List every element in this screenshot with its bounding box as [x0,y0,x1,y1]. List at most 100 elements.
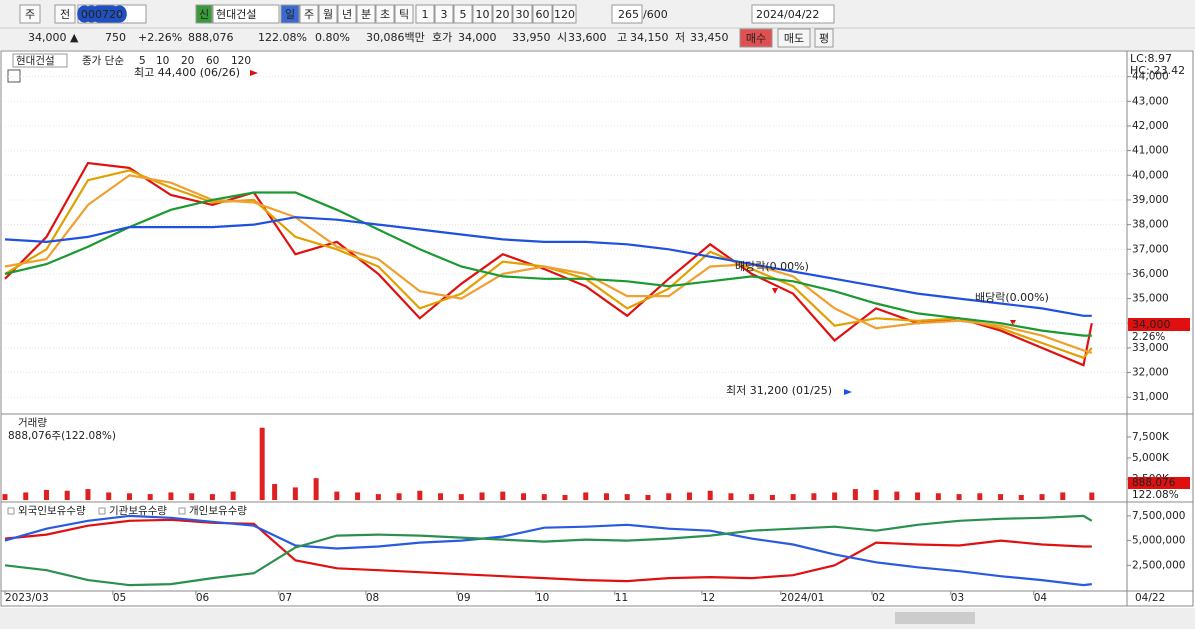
volume-bar [977,493,983,500]
volume-bar [479,492,485,500]
quote-item: 34,000 [458,31,497,44]
series-line [4,518,1092,583]
interval-button[interactable] [512,4,533,24]
interval-button-label: 60 [536,8,550,21]
volume-bar [168,492,174,500]
period-button[interactable] [356,4,376,24]
volume-bar [334,491,340,500]
volume-bar [1089,492,1095,500]
badge[interactable] [195,4,213,24]
x-tick-label: 10 [536,592,549,604]
volume-bar [852,489,858,500]
volume-bar [583,492,589,500]
legend-entry: 60 [206,55,219,67]
quote-item: 33,950 [512,31,551,44]
scrollbar[interactable] [0,608,1195,629]
volume-bar [230,491,236,500]
quote-item: 34,150 [630,31,669,44]
period-button-label: 틱 [399,8,409,21]
volume-bar [417,490,423,500]
interval-button[interactable] [492,4,513,24]
period-button[interactable] [280,4,300,24]
interval-button[interactable] [415,4,435,24]
volume-bar [562,494,568,500]
volume-bar [956,494,962,500]
interval-button-label: 120 [554,8,575,21]
volume-bar [375,494,381,500]
interval-button[interactable] [453,4,473,24]
period-button-label: 분 [361,8,371,21]
quote-item: 0.80% [315,31,350,44]
toolbar-button[interactable] [19,4,41,24]
series-line [4,191,1092,337]
y-tick-label: 5,000K [1132,452,1170,464]
scroll-thumb[interactable] [895,612,975,624]
y-tick-label: 39,000 [1132,194,1169,206]
volume-bar [23,492,29,500]
quote-item: 시 [557,31,567,44]
annotation: 최고 44,400 (06/26) [134,66,240,79]
period-button-label: 년 [342,8,352,21]
x-tick-label: 04 [1034,592,1048,604]
volume-bar [272,484,278,500]
x-tick-label: 06 [196,592,210,604]
interval-button[interactable] [472,4,493,24]
x-tick-label: 09 [457,592,470,604]
toolbar-button[interactable] [54,4,76,24]
x-tick-label: 05 [113,592,126,604]
period-button[interactable] [318,4,338,24]
interval-button[interactable] [532,4,553,24]
order-button[interactable] [814,28,834,48]
name-box [12,53,68,68]
period-button[interactable] [299,4,319,24]
y-tick-label: 37,000 [1132,243,1169,255]
volume-bar [259,427,265,500]
order-button[interactable] [777,28,811,48]
period-button-label: 일 [285,7,295,21]
volume-bar [873,489,879,500]
volume-bar [458,494,464,500]
volume-bar [769,494,775,500]
x-tick-label: 11 [615,592,628,604]
table-icon[interactable] [7,69,21,83]
volume-bar [2,494,8,500]
y-tick-label: 31,000 [1132,391,1169,403]
interval-button[interactable] [552,4,577,24]
series-line [4,161,1093,367]
interval-button-label: 10 [476,8,490,21]
last-price-box [1128,318,1190,331]
name-input[interactable] [212,4,280,24]
legend-box [7,507,15,515]
volume-bar [790,494,796,500]
volume-bar [64,490,70,500]
period-button[interactable] [375,4,395,24]
volume-bar [43,489,49,500]
date: 2024/04/22 [756,8,819,21]
arrow [250,70,258,76]
interval-button[interactable] [434,4,454,24]
annotation: 배당락(0.00%) [735,260,809,273]
change-label: 2.26% [1132,331,1165,343]
date-input[interactable] [751,4,835,24]
volume-bar [1060,492,1066,500]
period-button[interactable] [337,4,357,24]
volume-bar [749,494,755,500]
annotation: 배당락(0.00%) [975,291,1049,304]
toolbar-button-label: 주 [25,8,35,21]
legend-box [98,507,106,515]
interval-button-label: 3 [441,8,448,21]
volume-bar [666,493,672,500]
count-input[interactable] [611,4,643,24]
period-button[interactable] [394,4,414,24]
series-line [4,216,1092,317]
legend-entry: 외국인보유수량 [18,505,86,517]
last-volume-box [1128,477,1190,489]
quote-item: 34,000 ▲ [28,31,79,44]
volume-bar [686,492,692,500]
code-input[interactable] [77,4,147,24]
order-button[interactable] [739,28,773,48]
chart-frame [0,50,1194,607]
legend-box [178,507,186,515]
